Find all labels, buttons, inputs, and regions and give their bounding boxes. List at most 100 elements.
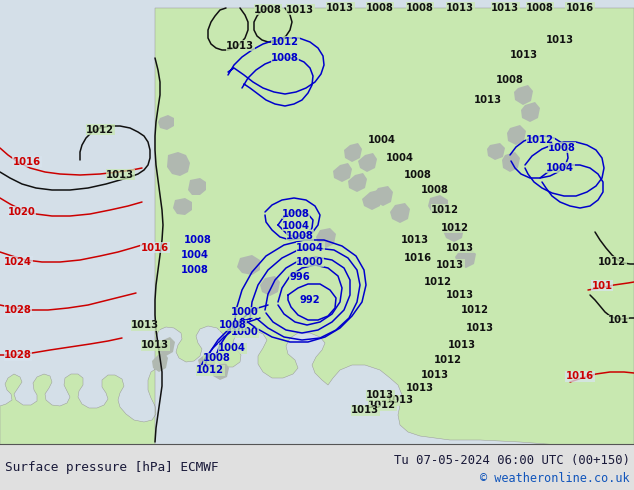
Text: 1028: 1028 bbox=[4, 305, 32, 315]
Text: 1013: 1013 bbox=[226, 41, 254, 51]
Text: 1013: 1013 bbox=[386, 395, 414, 405]
Polygon shape bbox=[362, 190, 382, 210]
Text: 1008: 1008 bbox=[181, 265, 209, 275]
Polygon shape bbox=[333, 163, 352, 182]
Text: 1013: 1013 bbox=[474, 95, 502, 105]
Text: 1004: 1004 bbox=[296, 243, 324, 253]
Polygon shape bbox=[507, 125, 526, 145]
Text: 1013: 1013 bbox=[106, 170, 134, 180]
Polygon shape bbox=[198, 353, 216, 370]
Text: 1016: 1016 bbox=[13, 157, 41, 167]
Text: 1013: 1013 bbox=[326, 3, 354, 13]
Text: © weatheronline.co.uk: © weatheronline.co.uk bbox=[481, 471, 630, 485]
Text: 1008: 1008 bbox=[548, 143, 576, 153]
Text: 1008: 1008 bbox=[406, 3, 434, 13]
Text: 1012: 1012 bbox=[598, 257, 626, 267]
Polygon shape bbox=[212, 362, 229, 380]
Polygon shape bbox=[152, 352, 168, 372]
Text: 1008: 1008 bbox=[496, 75, 524, 85]
Text: Surface pressure [hPa] ECMWF: Surface pressure [hPa] ECMWF bbox=[5, 461, 219, 473]
Polygon shape bbox=[237, 255, 260, 275]
Polygon shape bbox=[167, 152, 190, 176]
Polygon shape bbox=[373, 186, 393, 206]
Polygon shape bbox=[514, 85, 533, 105]
Text: 1013: 1013 bbox=[446, 243, 474, 253]
Polygon shape bbox=[173, 198, 192, 215]
Polygon shape bbox=[455, 248, 476, 268]
Text: 1013: 1013 bbox=[351, 405, 379, 415]
Polygon shape bbox=[316, 228, 336, 248]
Text: 1016: 1016 bbox=[141, 243, 169, 253]
Polygon shape bbox=[428, 195, 448, 215]
Text: 1013: 1013 bbox=[131, 320, 159, 330]
Text: 1012: 1012 bbox=[434, 355, 462, 365]
Text: 1008: 1008 bbox=[219, 320, 247, 330]
Text: 1004: 1004 bbox=[282, 221, 310, 231]
Text: 1008: 1008 bbox=[203, 353, 231, 363]
Text: 1012: 1012 bbox=[196, 365, 224, 375]
Text: 1013: 1013 bbox=[366, 390, 394, 400]
Polygon shape bbox=[158, 115, 174, 130]
Text: 1008: 1008 bbox=[366, 3, 394, 13]
Polygon shape bbox=[0, 8, 634, 445]
Text: 1004: 1004 bbox=[181, 250, 209, 260]
Text: 1013: 1013 bbox=[448, 340, 476, 350]
Text: 1013: 1013 bbox=[421, 370, 449, 380]
Text: 1008: 1008 bbox=[526, 3, 554, 13]
Text: 1012: 1012 bbox=[431, 205, 459, 215]
Text: 1012: 1012 bbox=[86, 125, 114, 135]
Text: 1028: 1028 bbox=[4, 350, 32, 360]
Text: 992: 992 bbox=[300, 295, 320, 305]
Bar bbox=[0, 444, 634, 490]
Text: 101: 101 bbox=[592, 281, 612, 291]
Polygon shape bbox=[348, 173, 367, 192]
Polygon shape bbox=[502, 152, 520, 172]
Text: 1024: 1024 bbox=[4, 257, 32, 267]
Text: 1004: 1004 bbox=[368, 135, 396, 145]
Text: 1004: 1004 bbox=[386, 153, 414, 163]
Text: 1008: 1008 bbox=[254, 5, 282, 15]
Polygon shape bbox=[188, 178, 206, 195]
Text: 1008: 1008 bbox=[404, 170, 432, 180]
Text: 1008: 1008 bbox=[421, 185, 449, 195]
Text: 1020: 1020 bbox=[8, 207, 36, 217]
Text: 1013: 1013 bbox=[406, 383, 434, 393]
Polygon shape bbox=[260, 276, 280, 296]
Text: 1000: 1000 bbox=[231, 307, 259, 317]
Text: 1012: 1012 bbox=[441, 223, 469, 233]
Text: 1013: 1013 bbox=[141, 340, 169, 350]
Text: 1013: 1013 bbox=[466, 323, 494, 333]
Text: 1008: 1008 bbox=[282, 209, 310, 219]
Text: 1013: 1013 bbox=[446, 290, 474, 300]
Polygon shape bbox=[521, 102, 540, 122]
Text: 1008: 1008 bbox=[271, 53, 299, 63]
Polygon shape bbox=[344, 143, 362, 162]
Text: 1012: 1012 bbox=[526, 135, 554, 145]
Text: 1008: 1008 bbox=[286, 231, 314, 241]
Text: Tu 07-05-2024 06:00 UTC (00+150): Tu 07-05-2024 06:00 UTC (00+150) bbox=[394, 454, 630, 466]
Text: 1013: 1013 bbox=[446, 3, 474, 13]
Text: 1012: 1012 bbox=[368, 400, 396, 410]
Text: 1008: 1008 bbox=[184, 235, 212, 245]
Text: 1012: 1012 bbox=[271, 37, 299, 47]
Text: 1012: 1012 bbox=[424, 277, 452, 287]
Polygon shape bbox=[443, 223, 464, 242]
Text: 1016: 1016 bbox=[566, 371, 594, 381]
Text: 1004: 1004 bbox=[546, 163, 574, 173]
Text: 1000: 1000 bbox=[296, 257, 324, 267]
Text: 1013: 1013 bbox=[491, 3, 519, 13]
Text: 1013: 1013 bbox=[401, 235, 429, 245]
Text: 1004: 1004 bbox=[218, 343, 246, 353]
Text: 1013: 1013 bbox=[286, 5, 314, 15]
Text: 1012: 1012 bbox=[461, 305, 489, 315]
Text: 1016: 1016 bbox=[404, 253, 432, 263]
Text: 1013: 1013 bbox=[436, 260, 464, 270]
Text: 1013: 1013 bbox=[510, 50, 538, 60]
Text: 101: 101 bbox=[607, 315, 628, 325]
Text: 1016: 1016 bbox=[566, 3, 594, 13]
Polygon shape bbox=[487, 143, 505, 160]
Text: 1013: 1013 bbox=[546, 35, 574, 45]
Polygon shape bbox=[390, 203, 410, 223]
Polygon shape bbox=[159, 337, 175, 356]
Polygon shape bbox=[358, 153, 377, 172]
